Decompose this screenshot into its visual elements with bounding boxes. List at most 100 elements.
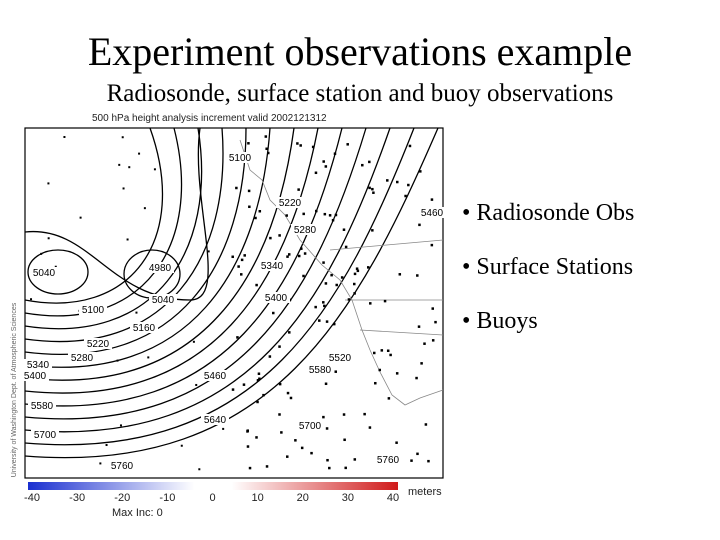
station-dot (135, 311, 138, 314)
station-dot (264, 135, 268, 138)
bullet-item: • Buoys (462, 308, 538, 334)
station-dot (368, 186, 371, 190)
contour-line (24, 127, 209, 301)
station-dot (416, 274, 419, 277)
station-dot (418, 223, 421, 227)
station-dot (372, 191, 375, 194)
station-dot (322, 261, 325, 264)
station-dot (302, 274, 305, 278)
station-dot (417, 325, 421, 328)
contour-label: 5640 (204, 415, 227, 426)
station-dot (353, 272, 357, 276)
station-dot (278, 382, 282, 386)
station-dot (334, 213, 338, 217)
contour-line (24, 127, 439, 459)
station-dot (323, 304, 326, 308)
colorbar-tick-label: -20 (114, 492, 130, 504)
station-dot (431, 339, 435, 342)
station-dot (257, 372, 261, 375)
station-dot (420, 362, 423, 365)
contour-label: 5160 (133, 323, 156, 334)
station-dot (332, 322, 336, 326)
station-dot (207, 250, 210, 253)
contour-line (24, 127, 271, 368)
station-dot (63, 135, 66, 138)
station-dot (246, 430, 249, 433)
contour-line (24, 127, 343, 407)
contour-line (24, 127, 391, 433)
bullet-list: • Radiosonde Obs • Surface Stations • Buoy… (462, 200, 634, 362)
station-dot (408, 144, 412, 148)
contour-label: 5460 (204, 371, 227, 382)
contour-line (24, 127, 319, 394)
station-dot (247, 142, 250, 145)
station-dot (416, 452, 419, 456)
station-dot (248, 466, 252, 470)
station-dot (331, 218, 335, 222)
station-dot (322, 160, 325, 163)
station-dot (386, 349, 390, 352)
label-bg (79, 304, 107, 315)
station-dot (333, 152, 337, 155)
colorbar-ticks: -40 -30 -20 -10 0 10 20 30 40 (24, 492, 399, 504)
station-dot (278, 234, 281, 237)
station-dot (116, 359, 119, 362)
station-dot (322, 415, 325, 419)
station-dot (256, 400, 259, 404)
station-dot (371, 187, 374, 191)
station-dot (255, 436, 258, 439)
station-dot (128, 166, 131, 169)
label-bg (28, 400, 56, 411)
station-dot (344, 245, 348, 249)
contour-line (24, 127, 367, 420)
colorbar-tick-label: -40 (24, 492, 40, 504)
station-dot (268, 355, 272, 358)
station-dot (410, 459, 413, 462)
colorbar-tick-label: 40 (387, 492, 399, 504)
station-dot (368, 160, 371, 164)
label-bg (146, 262, 174, 273)
label-bg (276, 197, 304, 208)
contour-line (24, 127, 164, 304)
station-dot (138, 152, 141, 155)
station-dot (324, 382, 328, 386)
station-dot (423, 342, 426, 345)
contour-label: 5100 (82, 305, 105, 316)
station-dot (340, 276, 344, 279)
contours (24, 127, 439, 459)
station-dot (258, 209, 262, 213)
station-dot (287, 253, 291, 256)
station-dot (147, 356, 150, 359)
station-dot (356, 269, 360, 273)
station-dot (278, 345, 281, 348)
station-dot (363, 412, 366, 416)
station-dot (300, 446, 304, 450)
label-bg (24, 359, 52, 370)
coastline (239, 139, 444, 406)
station-dot (315, 209, 318, 213)
colorbar-tick-label: 20 (297, 492, 309, 504)
station-dot (297, 254, 301, 258)
station-dot (99, 462, 102, 465)
station-dot (269, 236, 272, 240)
station-dot (427, 459, 430, 463)
label-bg (258, 260, 286, 271)
colorbar-tick-label: 10 (252, 492, 264, 504)
station-dot (236, 336, 239, 339)
colorbar-unit: meters (408, 486, 442, 498)
station-dot (262, 393, 265, 397)
colorbar-tick-label: -30 (69, 492, 85, 504)
station-dot (346, 143, 349, 146)
contour-label: 5280 (71, 353, 94, 364)
station-dot (334, 370, 338, 373)
label-bg (374, 454, 402, 465)
label-bg (262, 292, 290, 303)
station-dot (380, 349, 384, 352)
station-dot (118, 163, 121, 166)
station-dot (286, 455, 289, 458)
station-dot (389, 353, 392, 357)
label-bg (226, 152, 254, 163)
station-dot (355, 267, 359, 270)
station-dot (79, 216, 82, 219)
